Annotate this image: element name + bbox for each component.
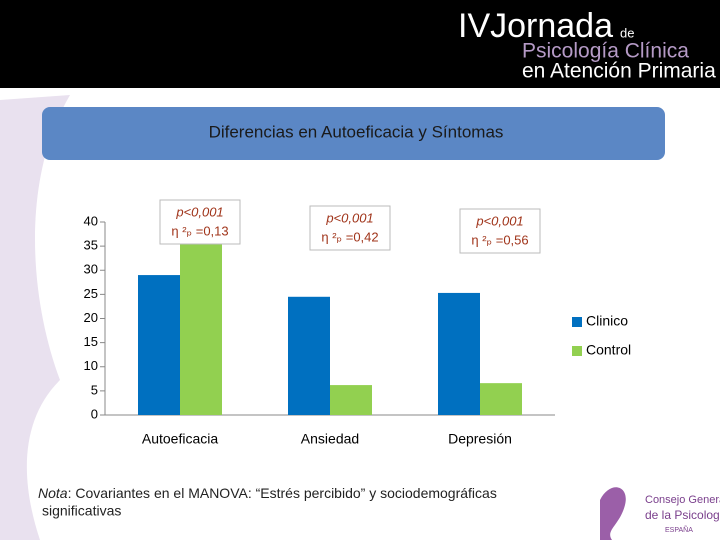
header-line: Psicología Clínica <box>522 40 689 63</box>
decoration <box>0 95 70 540</box>
y-tick-label: 35 <box>84 238 98 253</box>
note-lead: Nota <box>38 485 68 501</box>
annotation-text: p<0,001 <box>475 213 523 228</box>
bar <box>288 296 330 415</box>
note-text: : Covariantes en el MANOVA: “Estrés perc… <box>68 485 497 501</box>
y-tick-label: 0 <box>91 406 98 421</box>
x-tick-label: Depresión <box>448 431 512 447</box>
annotation-text: p<0,001 <box>325 210 373 225</box>
logo-icon <box>600 487 626 540</box>
annotation-box <box>459 208 541 254</box>
annotation-box <box>309 205 391 251</box>
y-tick-label: 10 <box>84 358 98 373</box>
annotation-text: p<0,001 <box>175 204 223 219</box>
banner <box>42 107 665 160</box>
header-title-suffix: de <box>620 25 634 40</box>
annotation-text: η ²ₚ =0,56 <box>471 232 528 247</box>
note: significativas <box>42 503 121 519</box>
y-tick-label: 30 <box>84 262 98 277</box>
legend-swatch <box>572 346 582 356</box>
y-tick-label: 5 <box>91 382 98 397</box>
x-tick-label: Autoeficacia <box>142 431 218 447</box>
legend-swatch <box>572 317 582 327</box>
annotation-text: η ²ₚ =0,42 <box>321 229 378 244</box>
y-tick-label: 15 <box>84 334 98 349</box>
legend-label: Clinico <box>586 313 628 329</box>
logo-text: ESPAÑA <box>665 525 693 534</box>
logo-text: de la Psicología <box>645 508 720 522</box>
bar <box>480 383 522 415</box>
bar <box>180 236 222 415</box>
note: Nota: Covariantes en el MANOVA: “Estrés … <box>38 485 497 501</box>
header-title: IVJornada <box>458 7 613 45</box>
y-tick-label: 20 <box>84 310 98 325</box>
bar <box>438 292 480 415</box>
header-bar <box>0 0 720 88</box>
x-tick-label: Ansiedad <box>301 431 359 447</box>
logo-text: Consejo General <box>645 494 720 506</box>
annotation-text: η ²ₚ =0,13 <box>171 223 228 238</box>
annotation-box <box>159 199 241 245</box>
y-tick-label: 25 <box>84 286 98 301</box>
bar <box>138 275 180 415</box>
bar <box>330 385 372 415</box>
header-line: en Atención Primaria <box>522 60 716 83</box>
banner-title: Diferencias en Autoeficacia y Síntomas <box>209 122 504 141</box>
legend-label: Control <box>586 342 631 358</box>
y-tick-label: 40 <box>84 213 98 228</box>
